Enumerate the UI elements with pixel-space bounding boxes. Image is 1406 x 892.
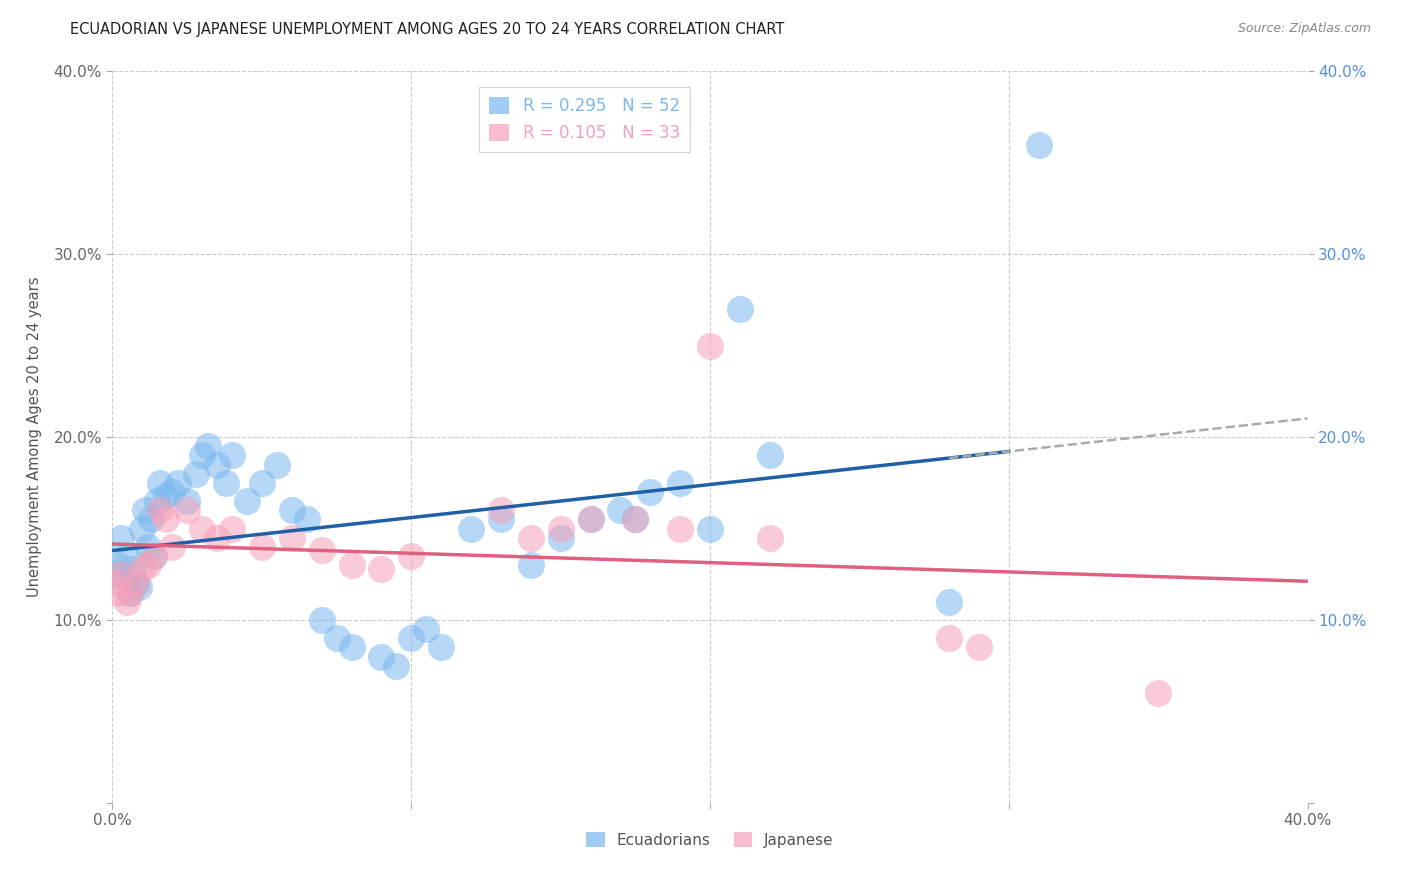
Point [236,494,259,508]
Point [149,503,172,517]
Point [221,521,243,535]
Point [728,301,751,317]
Point [107,558,129,573]
Point [669,475,692,490]
Point [669,521,692,535]
Point [385,658,408,673]
Point [107,585,129,599]
Point [281,531,304,545]
Point [176,503,198,517]
Point [281,503,304,517]
Point [125,576,148,591]
Point [266,458,288,472]
Point [162,540,183,554]
Point [460,521,482,535]
Point [131,562,153,576]
Point [125,576,148,591]
Point [117,549,139,563]
Point [131,521,153,535]
Point [340,558,363,573]
Point [143,549,166,563]
Point [699,521,721,535]
Point [197,439,219,453]
Point [699,338,721,352]
Point [311,543,333,558]
Point [162,485,183,500]
Point [415,622,437,636]
Point [624,512,647,526]
Point [1147,686,1170,700]
Point [295,512,318,526]
Point [176,494,198,508]
Point [938,594,960,608]
Point [550,521,572,535]
Point [104,576,127,591]
Point [215,475,238,490]
Y-axis label: Unemployment Among Ages 20 to 24 years: Unemployment Among Ages 20 to 24 years [28,277,42,598]
Point [579,512,602,526]
Point [489,512,512,526]
Point [624,512,647,526]
Point [311,613,333,627]
Point [120,585,142,599]
Point [340,640,363,655]
Point [430,640,453,655]
Point [938,632,960,646]
Point [149,475,172,490]
Point [579,512,602,526]
Point [146,494,169,508]
Point [104,567,127,582]
Point [489,503,512,517]
Point [191,521,214,535]
Point [609,503,631,517]
Point [759,531,782,545]
Point [370,562,392,576]
Point [141,512,163,526]
Point [120,585,142,599]
Point [186,467,208,481]
Text: Source: ZipAtlas.com: Source: ZipAtlas.com [1237,22,1371,36]
Point [250,540,273,554]
Point [155,489,177,503]
Point [250,475,273,490]
Point [401,549,423,563]
Point [167,475,190,490]
Point [550,531,572,545]
Point [191,448,214,462]
Point [117,594,139,608]
Point [325,632,347,646]
Point [110,567,132,582]
Point [143,549,166,563]
Point [138,540,160,554]
Point [967,640,990,655]
Point [221,448,243,462]
Point [401,632,423,646]
Point [134,503,156,517]
Point [370,649,392,664]
Point [520,558,543,573]
Point [128,580,150,594]
Point [520,531,543,545]
Point [205,458,228,472]
Text: ECUADORIAN VS JAPANESE UNEMPLOYMENT AMONG AGES 20 TO 24 YEARS CORRELATION CHART: ECUADORIAN VS JAPANESE UNEMPLOYMENT AMON… [70,22,785,37]
Point [759,448,782,462]
Point [640,485,662,500]
Legend: Ecuadorians, Japanese: Ecuadorians, Japanese [581,825,839,854]
Point [155,512,177,526]
Point [110,531,132,545]
Point [1028,137,1050,152]
Point [205,531,228,545]
Point [138,558,160,573]
Point [122,562,145,576]
